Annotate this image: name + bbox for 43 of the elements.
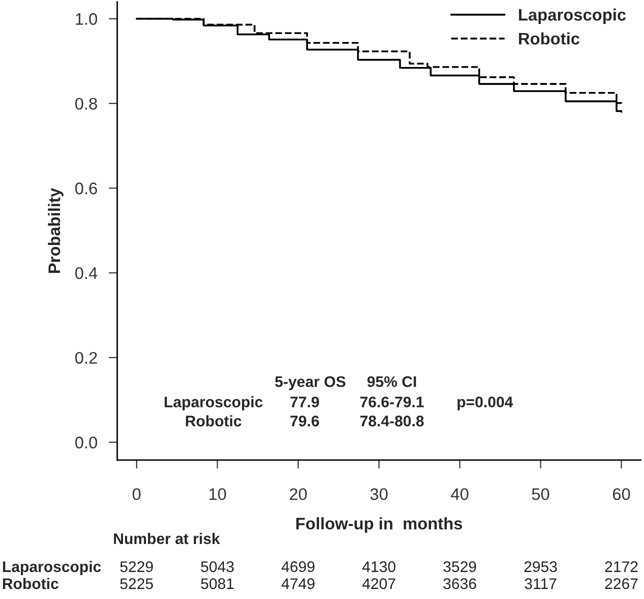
text: Laparoscopic bbox=[3, 560, 101, 576]
x-axis-title: Follow-up in months bbox=[296, 517, 462, 533]
text: 5043 bbox=[201, 561, 234, 572]
text: 4207 bbox=[362, 578, 396, 590]
y-tick-label: 0.8 bbox=[75, 98, 98, 110]
y-tick-label: 0.0 bbox=[75, 436, 98, 448]
annotation: Laparoscopic bbox=[164, 396, 263, 410]
annotation: 5-year OS bbox=[275, 376, 346, 390]
x-tick-label: 50 bbox=[532, 488, 550, 500]
text: 4130 bbox=[362, 561, 396, 572]
text: 5229 bbox=[120, 561, 153, 572]
text: 2172 bbox=[605, 561, 638, 572]
text: 5081 bbox=[201, 578, 234, 590]
x-tick-label: 0 bbox=[132, 488, 141, 500]
y-tick-label: 0.4 bbox=[75, 267, 98, 280]
x-tick-label: 60 bbox=[612, 488, 630, 500]
text: 3636 bbox=[443, 578, 476, 590]
annotation: 76.6-79.1 bbox=[360, 396, 424, 408]
x-tick-label: 20 bbox=[290, 488, 307, 500]
legend-label: Robotic bbox=[519, 32, 580, 45]
text: 5225 bbox=[120, 578, 153, 590]
text: 4749 bbox=[282, 578, 314, 590]
text: 4699 bbox=[282, 561, 314, 572]
x-tick-label: 10 bbox=[209, 488, 226, 500]
y-axis-title: Probability bbox=[48, 188, 64, 273]
text: 3117 bbox=[524, 578, 556, 590]
x-tick-label: 30 bbox=[370, 488, 388, 500]
y-tick-label: 0.6 bbox=[75, 182, 98, 194]
annotation: 78.4-80.8 bbox=[360, 416, 424, 426]
text: 2267 bbox=[605, 578, 638, 590]
legend-label: Laparoscopic bbox=[519, 8, 626, 24]
text: Robotic bbox=[3, 578, 58, 590]
annotation: 77.9 bbox=[290, 396, 319, 408]
text: 3529 bbox=[443, 561, 476, 572]
annotation: 95% CI bbox=[367, 376, 416, 388]
text: 2953 bbox=[524, 561, 557, 572]
annotation: 79.6 bbox=[290, 416, 319, 426]
annotation: p=0.004 bbox=[458, 396, 513, 410]
text: Number at risk bbox=[114, 532, 220, 544]
y-tick-label: 1.0 bbox=[76, 13, 98, 25]
x-tick-label: 40 bbox=[450, 488, 468, 500]
annotation: Robotic bbox=[186, 415, 242, 426]
y-tick-label: 0.2 bbox=[75, 352, 97, 364]
